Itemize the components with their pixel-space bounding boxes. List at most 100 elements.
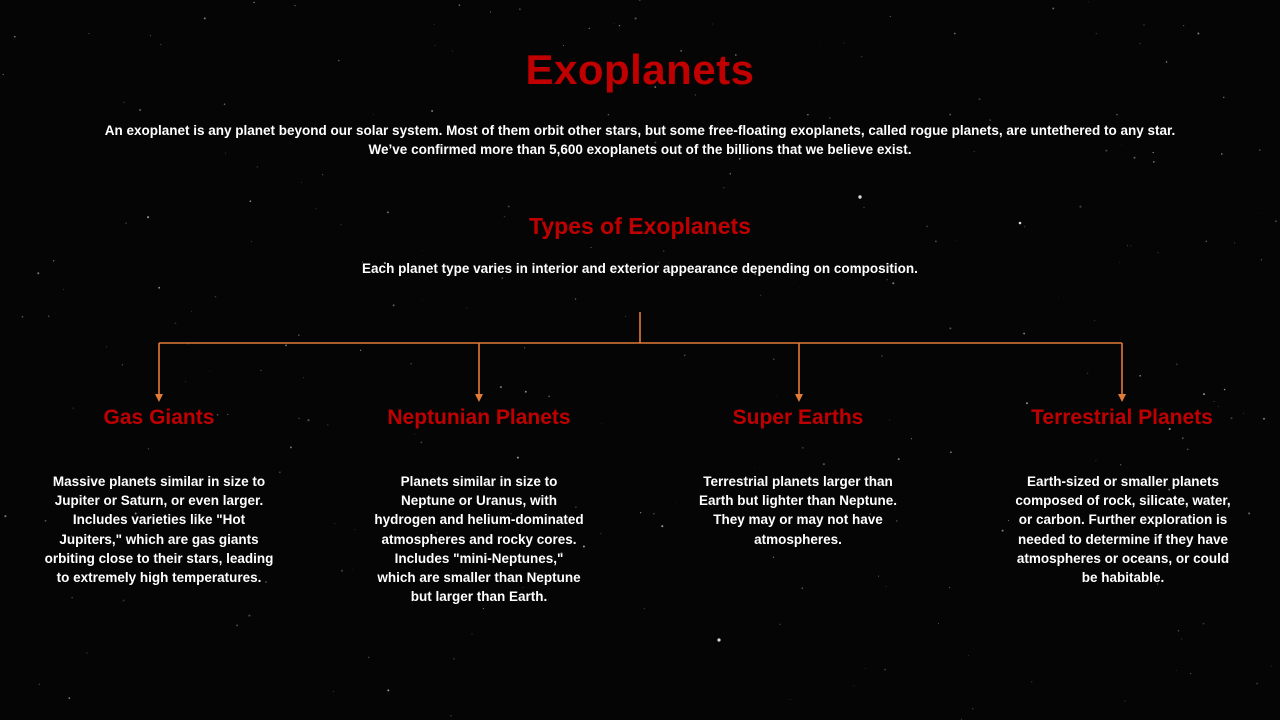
- star-dot: [216, 413, 219, 416]
- star-dot: [387, 689, 390, 692]
- star-dot: [547, 269, 550, 272]
- star-dot: [639, 512, 642, 514]
- star-dot: [1248, 512, 1251, 515]
- star-dot: [1168, 427, 1171, 431]
- star-dot: [729, 172, 732, 175]
- star-dot: [13, 35, 16, 38]
- star-dot: [1139, 43, 1141, 45]
- star-dot: [458, 4, 461, 6]
- star-dot: [422, 249, 423, 251]
- star-dot: [332, 691, 334, 692]
- star-dot: [185, 381, 187, 383]
- star-dot: [248, 614, 251, 617]
- star-dot: [822, 463, 825, 466]
- star-dot: [910, 438, 912, 440]
- star-dot: [680, 49, 683, 52]
- star-dot: [1140, 130, 1143, 132]
- star-dot: [860, 55, 863, 58]
- star-dot: [149, 35, 151, 37]
- intro-paragraph: An exoplanet is any planet beyond our so…: [104, 123, 1176, 157]
- star-dot: [354, 528, 356, 530]
- star-dot: [253, 1, 255, 4]
- type-description-gas-giants: Massive planets similar in size to Jupit…: [44, 474, 274, 586]
- star-dot: [1031, 681, 1033, 683]
- star-dot: [754, 272, 757, 275]
- star-dot: [886, 278, 888, 281]
- star-dot: [1023, 225, 1026, 228]
- star-dot: [1095, 32, 1097, 35]
- star-dot: [734, 54, 737, 56]
- star-dot: [1234, 242, 1236, 244]
- star-dot: [372, 114, 374, 116]
- star-dot: [134, 512, 137, 515]
- star-dot: [954, 32, 956, 35]
- star-dot: [1175, 363, 1178, 366]
- star-dot: [889, 15, 891, 18]
- star-dot: [745, 222, 747, 225]
- star-dot: [1116, 114, 1118, 116]
- star-dot: [881, 355, 883, 357]
- section-title: Types of Exoplanets: [529, 213, 751, 239]
- star-dot: [780, 423, 782, 425]
- star-dot: [1100, 572, 1103, 575]
- star-dot: [285, 344, 288, 347]
- star-dot: [1261, 213, 1263, 214]
- star-dot: [897, 458, 900, 461]
- star-dot: [435, 531, 438, 534]
- star-dot: [1175, 670, 1177, 671]
- star-dot: [122, 599, 125, 602]
- star-dot: [865, 668, 866, 669]
- star-dot: [807, 113, 809, 116]
- star-dot: [334, 523, 336, 525]
- star-dot: [973, 151, 975, 153]
- star-dot: [853, 685, 855, 687]
- type-description-terrestrial-planets: Earth-sized or smaller planets composed …: [1015, 474, 1231, 586]
- star-dot: [1259, 149, 1261, 151]
- star-dot: [1182, 24, 1185, 27]
- star-dot: [1190, 673, 1192, 675]
- star-dot: [1052, 7, 1055, 10]
- star-dot: [227, 413, 229, 415]
- star-dot: [72, 407, 74, 409]
- star-dot: [1223, 96, 1225, 99]
- star-dot: [52, 260, 55, 262]
- star-dot: [507, 205, 510, 208]
- star-dot: [482, 608, 484, 610]
- star-dot: [256, 166, 258, 168]
- star-dot: [1197, 32, 1200, 35]
- star-dot: [634, 17, 637, 20]
- star-dot: [1094, 320, 1096, 322]
- star-dot: [588, 27, 590, 30]
- star-dot: [433, 24, 435, 26]
- star-dot: [862, 518, 865, 521]
- star-dot: [661, 525, 664, 528]
- star-dot: [560, 552, 563, 555]
- star-dot: [1133, 156, 1136, 159]
- star-dot: [1256, 682, 1259, 685]
- star-dot: [1087, 1, 1089, 3]
- star-dot: [895, 519, 898, 522]
- star-dot: [70, 535, 72, 537]
- star-dot: [1223, 388, 1226, 391]
- star-dot: [654, 86, 657, 88]
- star-dot: [501, 277, 504, 279]
- star-dot: [21, 315, 24, 318]
- star-dot: [798, 422, 800, 423]
- star-dot: [676, 502, 677, 504]
- star-dot: [1181, 638, 1183, 640]
- star-dot: [1270, 665, 1272, 667]
- star-dot: [516, 456, 519, 459]
- star-dot: [1230, 417, 1233, 420]
- star-dot: [575, 506, 577, 508]
- star-dot: [203, 17, 206, 20]
- star-dot: [224, 152, 226, 154]
- star-dot: [938, 623, 940, 625]
- star-dot: [926, 225, 928, 228]
- star-dot: [878, 575, 879, 577]
- bright-star: [1018, 221, 1022, 225]
- star-dot: [48, 315, 50, 317]
- star-dot: [1086, 372, 1089, 375]
- star-dot: [600, 533, 602, 535]
- star-dot: [214, 295, 217, 298]
